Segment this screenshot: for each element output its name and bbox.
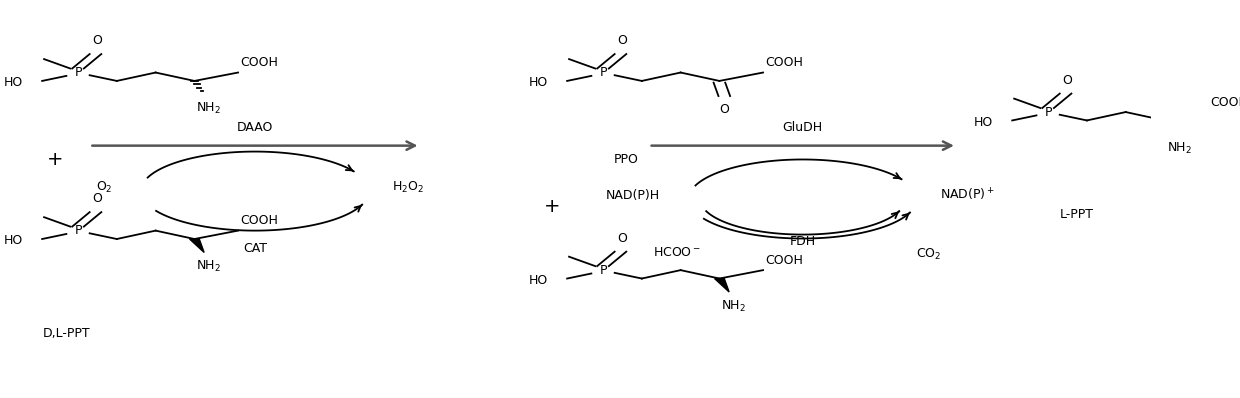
Text: +: + [47, 150, 63, 169]
Text: COOH: COOH [765, 56, 802, 69]
Text: P: P [74, 224, 82, 237]
Text: P: P [74, 66, 82, 79]
Text: HO: HO [528, 76, 548, 89]
Text: PPO: PPO [614, 153, 639, 166]
Text: COOH: COOH [1210, 96, 1240, 109]
Polygon shape [1159, 121, 1174, 134]
Text: NH$_2$: NH$_2$ [1167, 140, 1192, 156]
Text: HO: HO [973, 116, 993, 129]
Text: O: O [719, 103, 729, 116]
Text: COOH: COOH [241, 56, 278, 69]
Polygon shape [190, 239, 205, 252]
Text: O: O [93, 34, 103, 47]
Text: CO$_2$: CO$_2$ [915, 246, 941, 261]
Text: GluDH: GluDH [782, 121, 823, 134]
Text: COOH: COOH [241, 214, 278, 227]
Text: D,L-PPT: D,L-PPT [43, 327, 91, 340]
Text: H$_2$O$_2$: H$_2$O$_2$ [392, 179, 424, 195]
Text: O: O [1063, 74, 1073, 87]
Text: NAD(P)$^+$: NAD(P)$^+$ [940, 187, 994, 203]
Text: HO: HO [4, 76, 22, 89]
Polygon shape [714, 279, 729, 292]
Text: NH$_2$: NH$_2$ [196, 101, 222, 116]
Text: NAD(P)H: NAD(P)H [606, 189, 660, 201]
Text: +: + [543, 197, 560, 217]
Text: NH$_2$: NH$_2$ [722, 298, 746, 314]
Text: CAT: CAT [243, 242, 267, 256]
Text: O: O [618, 34, 627, 47]
Text: DAAO: DAAO [237, 121, 273, 134]
Text: P: P [599, 66, 606, 79]
Text: FDH: FDH [790, 234, 816, 248]
Text: P: P [599, 263, 606, 277]
Text: O: O [93, 192, 103, 205]
Text: HCOO$^-$: HCOO$^-$ [653, 246, 701, 259]
Text: P: P [1044, 105, 1052, 119]
Text: HO: HO [4, 234, 22, 247]
Text: L-PPT: L-PPT [1060, 208, 1094, 221]
Text: COOH: COOH [765, 254, 802, 267]
Text: O$_2$: O$_2$ [95, 179, 113, 195]
Text: O: O [618, 232, 627, 245]
Text: NH$_2$: NH$_2$ [196, 259, 222, 274]
Text: HO: HO [528, 274, 548, 287]
